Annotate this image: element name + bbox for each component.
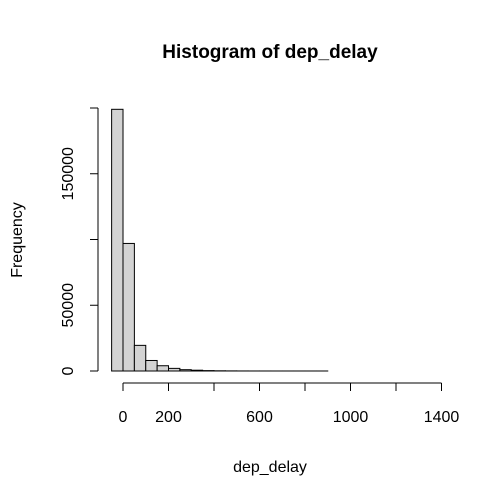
x-tick-label: 1400: [424, 409, 460, 426]
chart-title: Histogram of dep_delay: [162, 42, 378, 63]
histogram-bar: [190, 369, 204, 372]
histogram-bar: [133, 344, 147, 372]
x-tick-label: 200: [155, 409, 182, 426]
y-tick-label: 50000: [60, 283, 77, 328]
histogram-bar: [168, 367, 181, 372]
histogram-bar: [111, 108, 124, 372]
y-tick-label: 150000: [60, 147, 77, 200]
histogram-bar: [122, 242, 135, 372]
x-tick-label: 600: [246, 409, 273, 426]
y-axis-label: Frequency: [9, 202, 26, 278]
x-axis: 0 200 600 1000 1400: [119, 382, 460, 426]
x-tick-label: 1000: [333, 409, 369, 426]
x-tick-label: 0: [119, 409, 128, 426]
histogram-bar: [179, 369, 192, 372]
bars-group: [111, 108, 329, 372]
histogram-bar: [156, 365, 170, 372]
histogram-bar: [145, 359, 158, 372]
x-axis-label: dep_delay: [233, 459, 307, 476]
y-tick-label: 0: [60, 366, 77, 375]
y-axis: 0 50000 150000: [60, 107, 99, 375]
